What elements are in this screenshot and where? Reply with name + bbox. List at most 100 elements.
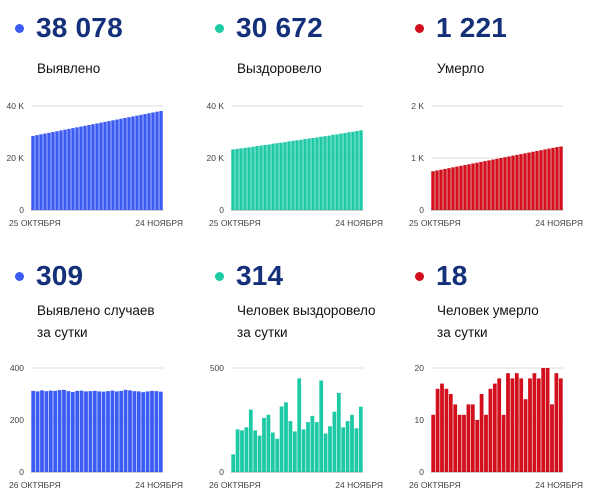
bar bbox=[339, 133, 343, 210]
bar bbox=[259, 145, 263, 210]
bar bbox=[63, 129, 67, 210]
bar bbox=[123, 389, 128, 472]
bar bbox=[88, 391, 93, 472]
bar bbox=[57, 390, 62, 472]
bar bbox=[70, 391, 75, 472]
bar bbox=[314, 422, 319, 472]
bar bbox=[243, 147, 247, 210]
bar bbox=[127, 117, 131, 210]
bar bbox=[135, 115, 139, 210]
bar bbox=[275, 143, 279, 210]
bar bbox=[47, 132, 51, 210]
y-tick-label: 10 bbox=[415, 415, 425, 425]
x-end-label: 24 НОЯБРЯ bbox=[535, 218, 583, 228]
bar bbox=[519, 378, 524, 472]
x-start-label: 25 ОКТЯБРЯ bbox=[409, 218, 461, 228]
y-tick-label: 0 bbox=[219, 467, 224, 477]
bar bbox=[275, 438, 280, 472]
panel-label: Человек выздоровело за сутки bbox=[237, 303, 376, 340]
bar bbox=[103, 121, 107, 210]
bar bbox=[431, 414, 436, 472]
bar bbox=[541, 368, 546, 472]
bar bbox=[262, 417, 266, 472]
big-number: 314 bbox=[200, 256, 283, 296]
bar bbox=[267, 144, 271, 210]
bar bbox=[66, 391, 71, 472]
bar bbox=[448, 394, 453, 472]
legend-dot-icon bbox=[15, 271, 24, 281]
bar bbox=[528, 378, 532, 472]
bar bbox=[279, 406, 284, 472]
y-tick-label: 40 K bbox=[7, 101, 25, 111]
bar bbox=[299, 139, 303, 210]
bar bbox=[475, 162, 479, 210]
bar bbox=[79, 126, 83, 210]
big-number: 309 bbox=[0, 256, 83, 296]
bar bbox=[453, 404, 458, 472]
bar bbox=[136, 391, 141, 472]
bar bbox=[35, 391, 40, 472]
bar bbox=[231, 149, 235, 210]
bar bbox=[315, 137, 319, 210]
bar bbox=[79, 390, 84, 472]
bar bbox=[257, 435, 262, 472]
bar bbox=[75, 390, 80, 472]
bar bbox=[545, 368, 550, 472]
x-start-label: 26 ОКТЯБРЯ bbox=[9, 480, 61, 490]
bar bbox=[503, 157, 507, 210]
bar bbox=[279, 142, 283, 210]
bar bbox=[101, 391, 106, 472]
bar bbox=[106, 391, 110, 472]
bar bbox=[543, 149, 547, 210]
legend-dot-icon bbox=[15, 23, 24, 33]
bar bbox=[288, 421, 293, 472]
bar bbox=[527, 152, 531, 210]
bar bbox=[431, 171, 435, 210]
bar bbox=[301, 429, 306, 472]
bar bbox=[53, 390, 58, 472]
bar bbox=[457, 414, 462, 472]
bar bbox=[143, 114, 147, 210]
big-number: 1 221 bbox=[400, 8, 507, 48]
bar bbox=[435, 170, 439, 210]
bar bbox=[501, 414, 506, 472]
bar bbox=[123, 117, 127, 210]
legend-dot-icon bbox=[415, 23, 424, 33]
big-number: 30 672 bbox=[200, 8, 323, 48]
value-text: 314 bbox=[236, 260, 284, 291]
bar bbox=[59, 130, 63, 210]
bar bbox=[128, 390, 132, 472]
bar bbox=[497, 378, 502, 472]
bar bbox=[331, 134, 335, 210]
x-end-label: 24 НОЯБРЯ bbox=[135, 480, 183, 490]
bar bbox=[471, 163, 475, 210]
bar bbox=[470, 404, 475, 472]
panel-label: Выявлено случаев за сутки bbox=[37, 303, 155, 340]
bar bbox=[115, 119, 119, 210]
bar bbox=[158, 391, 163, 472]
bar bbox=[287, 141, 291, 210]
x-end-label: 24 НОЯБРЯ bbox=[335, 218, 383, 228]
bar bbox=[519, 154, 523, 210]
bar bbox=[147, 113, 151, 210]
value-text: 30 672 bbox=[236, 12, 323, 43]
bar bbox=[463, 165, 467, 210]
bar bbox=[475, 420, 480, 472]
bar-chart: 0 20 K 40 K 25 ОКТЯБРЯ 24 НОЯБРЯ bbox=[7, 101, 184, 228]
bar bbox=[295, 140, 299, 210]
bar bbox=[443, 168, 447, 210]
bar bbox=[107, 121, 111, 210]
bar bbox=[231, 454, 236, 472]
bar bbox=[347, 132, 351, 210]
bar bbox=[247, 147, 251, 210]
bar bbox=[297, 378, 302, 472]
value-text: 1 221 bbox=[436, 12, 508, 43]
bar bbox=[291, 140, 295, 210]
y-tick-label: 20 bbox=[415, 363, 425, 373]
bar bbox=[151, 112, 155, 210]
bar bbox=[358, 406, 363, 472]
bar bbox=[499, 158, 503, 210]
bar bbox=[327, 135, 331, 210]
bar bbox=[114, 391, 119, 472]
bar bbox=[536, 378, 541, 472]
